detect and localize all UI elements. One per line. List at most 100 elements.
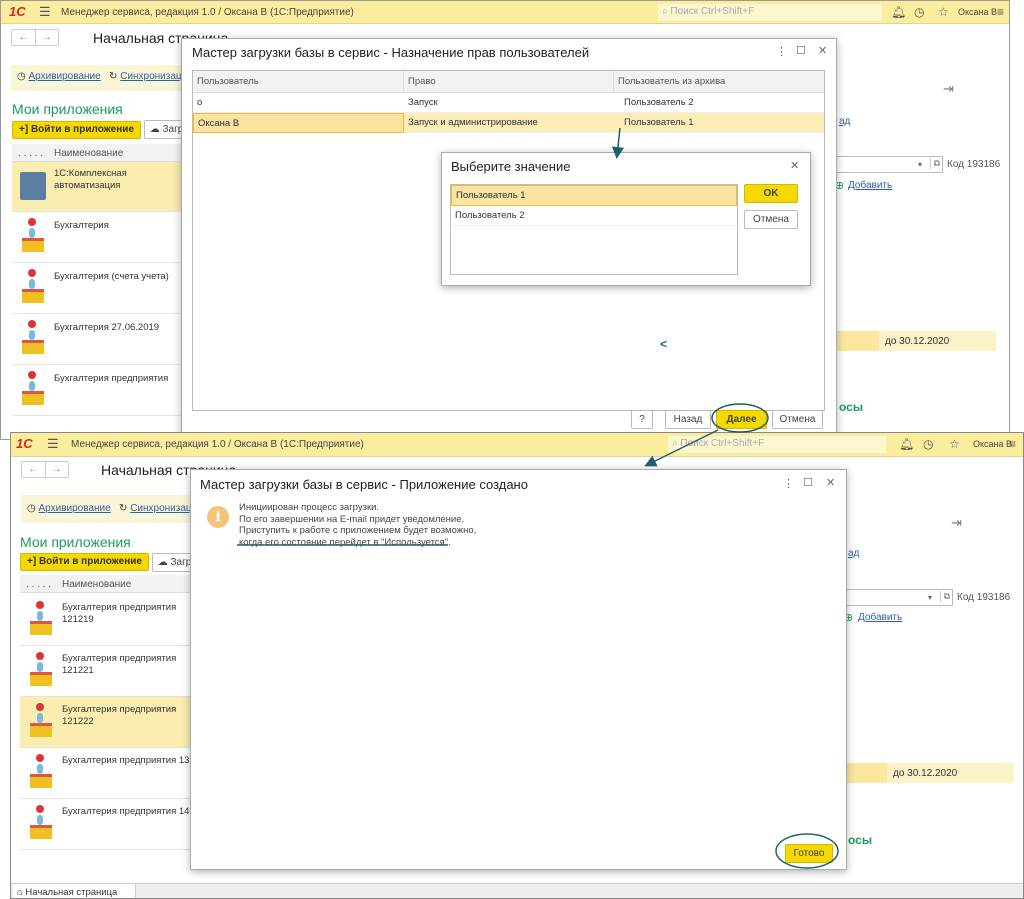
message-text: Инициирован процесс загрузки. По его зав… [239, 502, 476, 548]
app-icon [20, 218, 46, 254]
message-line: Приступить к работе с приложением будет … [239, 525, 477, 536]
help-button[interactable]: ? [631, 410, 653, 429]
logout-icon[interactable]: ⇥ [951, 515, 962, 530]
tab-home[interactable]: ⌂ Начальная страница [13, 884, 136, 898]
back-button[interactable]: ← [22, 462, 46, 477]
next-button[interactable]: Далее [716, 410, 767, 429]
more-icon[interactable]: ⋮ [783, 478, 794, 490]
search-input[interactable]: ⌕ Поиск Ctrl+Shift+F [668, 436, 886, 453]
cell-user[interactable]: Оксана В [193, 113, 404, 133]
tab-home-label: Начальная страница [25, 887, 118, 898]
code-label: Код 193186 [947, 159, 1001, 170]
option-item[interactable]: Пользователь 1 [451, 185, 737, 206]
cell-user[interactable]: о [193, 93, 404, 113]
bell-icon[interactable]: 🔔︎ [899, 437, 915, 451]
app-name: Бухгалтерия предприятия 121222 [62, 704, 177, 727]
section-partial: осы [839, 400, 864, 414]
search-input[interactable]: ⌕ Поиск Ctrl+Shift+F [658, 4, 882, 21]
sync-link[interactable]: Синхронизаци [120, 71, 188, 82]
forward-button[interactable]: → [41, 32, 52, 43]
more-icon[interactable]: ⋮ [776, 46, 787, 58]
message-line: По его завершении на E-mail придет уведо… [239, 513, 465, 525]
col-archive-user[interactable]: Пользователь из архива [614, 71, 824, 93]
maximize-icon[interactable]: ☐ [803, 477, 813, 489]
app-icon [20, 320, 46, 356]
list-item[interactable]: Бухгалтерия предприятия [12, 365, 187, 416]
cell-archive-user[interactable]: Пользователь 2 [614, 93, 824, 113]
list-item[interactable]: Бухгалтерия 27.06.2019 [12, 314, 187, 365]
ok-button[interactable]: OK [744, 184, 798, 203]
cell-right[interactable]: Запуск и администрирование [404, 113, 614, 133]
list-item[interactable]: Бухгалтерия предприятия 13 [20, 748, 195, 799]
app-name: Бухгалтерия предприятия 121221 [62, 653, 177, 676]
done-button[interactable]: Готово [785, 844, 833, 863]
section-title: Мои приложения [20, 534, 131, 550]
star-icon[interactable]: ☆ [938, 5, 949, 19]
menu-icon[interactable]: ☰ [39, 4, 51, 19]
option-item[interactable]: Пользователь 2 [451, 206, 737, 226]
section-title: Мои приложения [12, 101, 123, 117]
settings-menu-icon[interactable]: ≡ [997, 5, 1005, 19]
menu-icon[interactable]: ☰ [47, 436, 59, 451]
right-link[interactable]: ад [848, 548, 860, 559]
list-item[interactable]: Бухгалтерия предприятия 121222 [20, 697, 195, 748]
choose-cancel-button[interactable]: Отмена [744, 210, 798, 229]
add-link[interactable]: Добавить [848, 180, 893, 191]
upload-button[interactable]: ☁ Загр [144, 120, 189, 139]
back-button[interactable]: Назад [665, 410, 711, 429]
add-icon[interactable]: ⊕ [844, 612, 854, 624]
enter-app-button[interactable]: +] Войти в приложение [12, 121, 141, 139]
app-icon [28, 754, 54, 790]
message-line: когда его состояние перейдет в "Использу… [239, 536, 451, 548]
list-item[interactable]: Бухгалтерия предприятия 121221 [20, 646, 195, 697]
right-link[interactable]: ад [839, 116, 851, 127]
app-select-field[interactable]: ▾ ⧉ [841, 589, 953, 606]
section-partial: осы [848, 833, 873, 847]
archive-link[interactable]: Архивирование [38, 503, 111, 514]
cell-right[interactable]: Запуск [404, 93, 614, 113]
logout-icon[interactable]: ⇥ [943, 81, 954, 96]
close-icon[interactable]: ✕ [818, 45, 828, 57]
cell-archive-user[interactable]: Пользователь 1 [614, 113, 824, 133]
close-icon[interactable]: ✕ [790, 160, 800, 172]
app-name: 1С:Комплексная автоматизация [54, 168, 127, 191]
app-icon [28, 652, 54, 688]
open-icon: ⧉ [929, 158, 940, 169]
list-item[interactable]: Бухгалтерия [12, 212, 187, 263]
add-icon[interactable]: ⊕ [835, 180, 845, 192]
user-name[interactable]: Оксана В [958, 7, 998, 17]
options-list: Пользователь 1 Пользователь 2 [450, 184, 738, 275]
list-item[interactable]: 1С:Комплексная автоматизация [12, 162, 187, 212]
back-button[interactable]: ← [12, 30, 36, 45]
history-icon[interactable]: ◷ [914, 5, 925, 19]
upload-label: Загр [170, 557, 192, 568]
enter-app-button[interactable]: +] Войти в приложение [20, 553, 149, 571]
settings-menu-icon[interactable]: ≡ [1009, 437, 1017, 451]
enter-app-label: Войти в приложение [38, 556, 142, 567]
list-item[interactable]: Бухгалтерия (счета учета) [12, 263, 187, 314]
nav-buttons: ← → [21, 461, 69, 478]
close-icon[interactable]: ✕ [826, 477, 836, 489]
app-select-field[interactable]: ▾ ⧉ [821, 156, 943, 173]
col-right[interactable]: Право [404, 71, 614, 93]
cancel-button[interactable]: Отмена [772, 410, 823, 429]
history-icon[interactable]: ◷ [923, 437, 934, 451]
forward-button[interactable]: → [51, 464, 62, 475]
bell-icon[interactable]: 🔔︎ [891, 5, 907, 19]
col-user[interactable]: Пользователь [193, 71, 404, 93]
maximize-icon[interactable]: ☐ [796, 45, 806, 57]
add-link[interactable]: Добавить [858, 612, 903, 623]
archive-link[interactable]: Архивирование [28, 71, 101, 82]
date-until: до 30.12.2020 [893, 768, 958, 779]
star-icon[interactable]: ☆ [949, 437, 960, 451]
app-icon [20, 172, 46, 200]
list-item[interactable]: Бухгалтерия предприятия 14 [20, 799, 195, 850]
list-item[interactable]: Бухгалтерия предприятия 121219 [20, 595, 195, 646]
user-name[interactable]: Оксана В [973, 439, 1013, 449]
sync-link[interactable]: Синхронизаци [130, 503, 198, 514]
dialog-title: Мастер загрузки базы в сервис - Назначен… [192, 45, 590, 60]
app-name: Бухгалтерия (счета учета) [54, 271, 169, 282]
app-name: Бухгалтерия предприятия 13 [62, 755, 190, 766]
list-header: . . . . . Наименование [12, 144, 187, 162]
open-icon: ⧉ [939, 591, 950, 602]
